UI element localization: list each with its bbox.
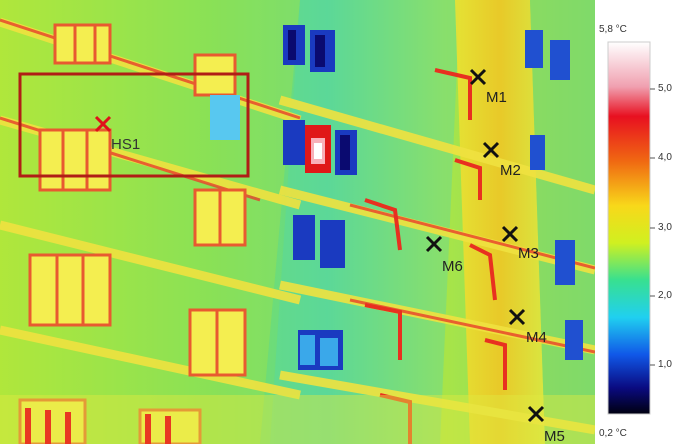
- scale-min-label: 0,2 °C: [599, 428, 627, 439]
- marker-m3-cross: [501, 225, 519, 243]
- marker-label-m6: M6: [442, 258, 463, 275]
- marker-label-m3: M3: [518, 245, 539, 262]
- marker-label-m4: M4: [526, 329, 547, 346]
- marker-label-m1: M1: [486, 89, 507, 106]
- hotspot-label-hs1: HS1: [111, 136, 140, 153]
- hotspot-marker-hs1: HS1: [94, 115, 140, 153]
- temperature-scale: 5,8 °C 5,0 4,0: [595, 0, 691, 444]
- scale-max-label: 5,8 °C: [599, 24, 627, 35]
- marker-label-m5: M5: [544, 428, 565, 444]
- marker-m4-cross: [508, 308, 526, 326]
- highlight-box: [18, 72, 250, 178]
- marker-m5-cross: [527, 405, 545, 423]
- measurement-crosses: [425, 68, 545, 423]
- marker-label-m2: M2: [500, 162, 521, 179]
- scale-tick-5: 5,0: [658, 83, 672, 94]
- thermal-image-canvas: HS1 M1 M2 M3 M4 M5 M6: [0, 0, 595, 444]
- scale-tick-2: 2,0: [658, 290, 672, 301]
- thermal-image: HS1 M1 M2 M3 M4 M5 M6: [0, 0, 595, 444]
- marker-m2-cross: [482, 141, 500, 159]
- scale-tick-3: 3,0: [658, 222, 672, 233]
- scale-tick-4: 4,0: [658, 152, 672, 163]
- marker-m6-cross: [425, 235, 443, 253]
- scale-tick-1: 1,0: [658, 359, 672, 370]
- marker-m1-cross: [469, 68, 487, 86]
- color-scale-bar: [607, 41, 655, 415]
